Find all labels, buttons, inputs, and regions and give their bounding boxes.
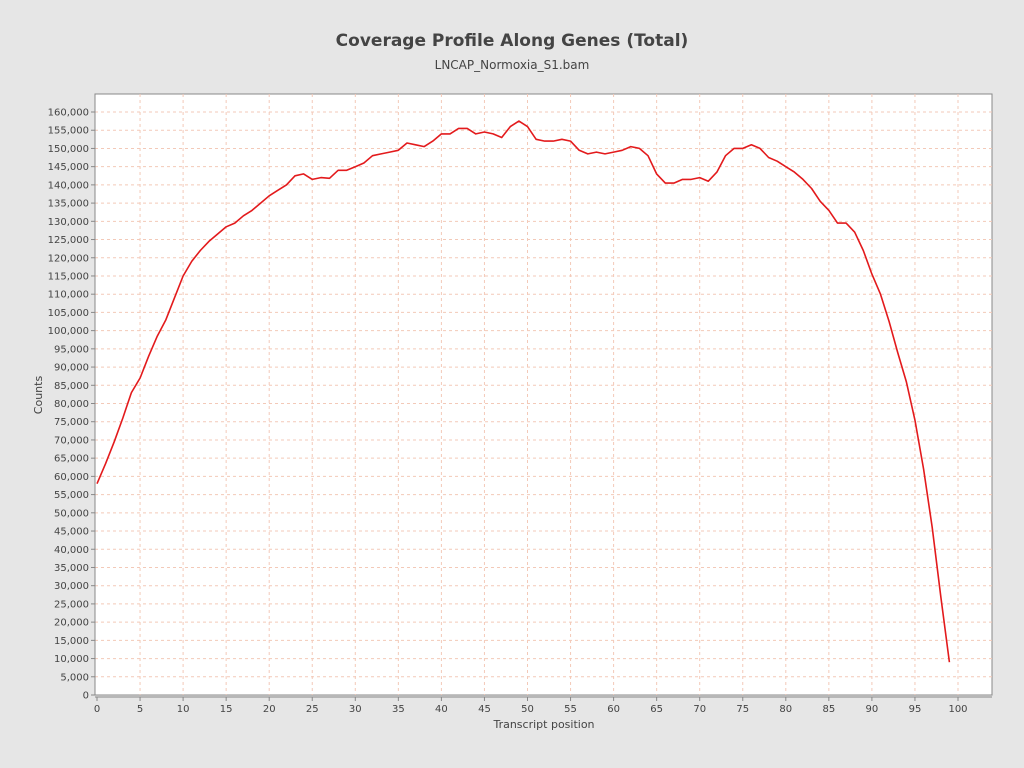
y-tick-label: 120,000 [48, 253, 89, 264]
coverage-line [96, 120, 951, 663]
x-tick-label: 100 [948, 704, 967, 715]
x-tick-label: 60 [607, 704, 620, 715]
x-tick-label: 5 [137, 704, 143, 715]
plot-area [94, 93, 993, 696]
y-tick-label: 40,000 [54, 545, 89, 556]
y-tick-label: 55,000 [54, 490, 89, 501]
y-axis-label: Counts [32, 376, 45, 415]
x-tick-label: 0 [94, 704, 100, 715]
y-tick-label: 85,000 [54, 381, 89, 392]
y-tick-label: 135,000 [48, 199, 89, 210]
y-tick-label: 70,000 [54, 435, 89, 446]
x-tick-label: 15 [220, 704, 233, 715]
y-tick-label: 105,000 [48, 308, 89, 319]
x-tick-label: 45 [478, 704, 491, 715]
y-tick-label: 155,000 [48, 126, 89, 137]
x-tick-label: 35 [392, 704, 405, 715]
x-tick-label: 80 [779, 704, 792, 715]
y-tick-label: 160,000 [48, 108, 89, 119]
y-tick-label: 90,000 [54, 363, 89, 374]
x-tick-label: 65 [650, 704, 663, 715]
y-tick-label: 30,000 [54, 581, 89, 592]
y-tick-label: 45,000 [54, 527, 89, 538]
y-tick-label: 15,000 [54, 636, 89, 647]
y-tick-label: 145,000 [48, 162, 89, 173]
y-tick-label: 95,000 [54, 344, 89, 355]
y-tick-label: 65,000 [54, 454, 89, 465]
y-tick-label: 5,000 [60, 672, 89, 683]
y-tick-label: 130,000 [48, 217, 89, 228]
x-tick-label: 95 [909, 704, 922, 715]
x-tick-label: 85 [822, 704, 835, 715]
x-axis-label: Transcript position [492, 718, 594, 731]
y-tick-label: 80,000 [54, 399, 89, 410]
axes [94, 94, 992, 698]
chart-subtitle: LNCAP_Normoxia_S1.bam [434, 58, 590, 72]
y-tick-label: 140,000 [48, 180, 89, 191]
y-tick-label: 10,000 [54, 654, 89, 665]
y-tick-label: 75,000 [54, 417, 89, 428]
x-tick-label: 25 [306, 704, 319, 715]
x-tick-label: 75 [736, 704, 749, 715]
series-layer [96, 120, 951, 663]
y-tick-label: 50,000 [54, 508, 89, 519]
x-tick-label: 50 [521, 704, 534, 715]
y-tick-label: 100,000 [48, 326, 89, 337]
x-tick-label: 90 [866, 704, 879, 715]
x-tick-label: 10 [177, 704, 190, 715]
y-tick-label: 125,000 [48, 235, 89, 246]
x-tick-label: 70 [693, 704, 706, 715]
x-tick-label: 30 [349, 704, 362, 715]
x-tick-label: 20 [263, 704, 276, 715]
y-tick-label: 110,000 [48, 290, 89, 301]
y-tick-label: 25,000 [54, 599, 89, 610]
x-tick-label: 40 [435, 704, 448, 715]
y-tick-label: 35,000 [54, 563, 89, 574]
y-tick-label: 115,000 [48, 271, 89, 282]
x-tick-label: 55 [564, 704, 577, 715]
y-tick-label: 0 [83, 691, 89, 702]
y-axis-ticks: 0 5,000 10,000 15,000 20,000 25,000 30,000 35,0… [48, 108, 95, 702]
chart-title: Coverage Profile Along Genes (Total) [335, 31, 689, 51]
y-tick-label: 150,000 [48, 144, 89, 155]
grid-lines [95, 94, 992, 695]
y-tick-label: 60,000 [54, 472, 89, 483]
x-axis-ticks: 0 5 10 15 20 25 30 35 40 45 50 55 60 65 70 75 80 85 90 95 10… [94, 697, 968, 715]
y-tick-label: 20,000 [54, 618, 89, 629]
